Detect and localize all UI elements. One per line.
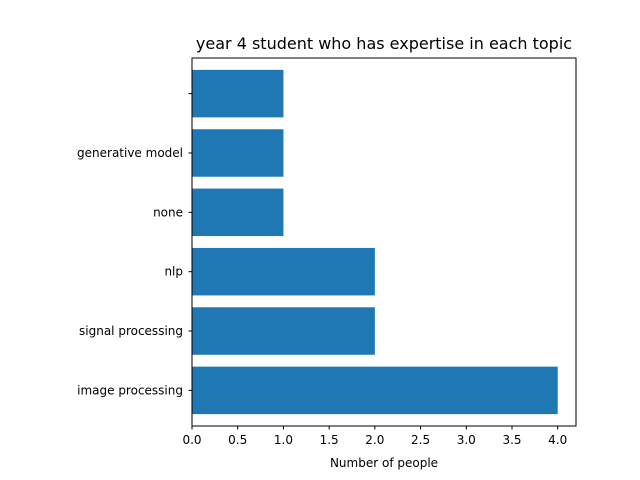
x-tick-label: 0.0 — [182, 433, 201, 447]
bars-group — [192, 69, 558, 415]
x-tick-label: 4.0 — [548, 433, 567, 447]
y-tick-label: none — [153, 205, 183, 219]
x-tick-label: 3.5 — [502, 433, 521, 447]
x-axis-label: Number of people — [330, 456, 438, 470]
bar — [192, 366, 558, 415]
plot-frame — [191, 57, 577, 427]
y-tick-label: signal processing — [79, 324, 183, 338]
y-axis: image processing signal processing nlp none… — [77, 93, 192, 397]
x-tick-label: 2.0 — [365, 433, 384, 447]
y-tick-label: image processing — [77, 383, 183, 397]
chart-title: year 4 student who has expertise in each… — [196, 34, 572, 53]
bar — [192, 307, 375, 355]
x-tick-label: 1.5 — [320, 433, 339, 447]
x-axis: 0.0 0.5 1.0 1.5 2.0 2.5 3.0 3.5 4.0 — [182, 426, 567, 447]
x-tick-label: 2.5 — [411, 433, 430, 447]
y-tick-label: generative model — [77, 146, 183, 160]
x-tick-label: 3.0 — [457, 433, 476, 447]
bar — [192, 247, 375, 296]
y-tick-label: nlp — [164, 265, 183, 279]
x-tick-label: 0.5 — [228, 433, 247, 447]
bar — [192, 188, 284, 237]
bar — [192, 69, 284, 118]
bar — [192, 129, 284, 177]
x-tick-label: 1.0 — [274, 433, 293, 447]
